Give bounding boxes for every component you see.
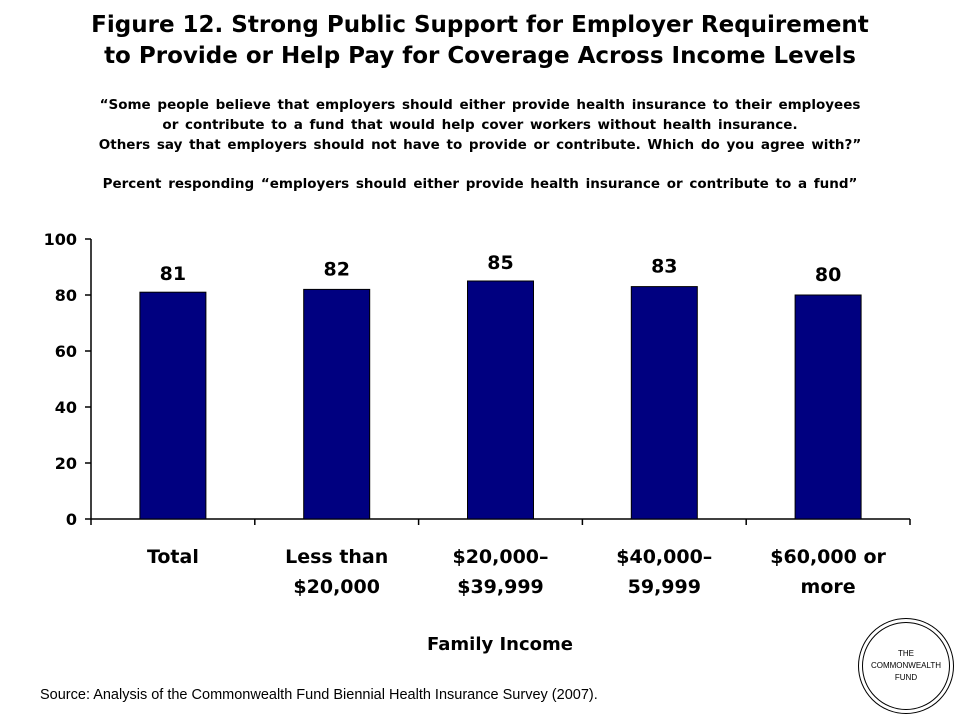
x-axis-title: Family Income xyxy=(427,634,573,655)
survey-question-line-1: “Some people believe that employers shou… xyxy=(99,97,861,113)
data-label: 80 xyxy=(815,264,841,286)
figure-title: Figure 12. Strong Public Support for Emp… xyxy=(0,10,960,72)
bar xyxy=(794,294,862,520)
survey-question: “Some people believe that employers shou… xyxy=(0,95,960,155)
survey-question-line-2: or contribute to a fund that would help … xyxy=(162,117,798,133)
category-label: Less than xyxy=(285,546,388,568)
figure-title-line-2: to Provide or Help Pay for Coverage Acro… xyxy=(104,43,856,69)
category-label: 59,999 xyxy=(628,576,701,598)
y-tick-label: 40 xyxy=(55,398,77,417)
logo-inner-ring: THE COMMONWEALTH FUND xyxy=(862,622,950,710)
y-tick-label: 20 xyxy=(55,454,77,473)
logo-text-line-2: COMMONWEALTH xyxy=(870,661,942,670)
data-label: 85 xyxy=(487,252,513,274)
category-label: $60,000 or xyxy=(770,546,886,568)
survey-question-line-3: Others say that employers should not hav… xyxy=(98,137,862,153)
category-label: $40,000– xyxy=(616,546,712,568)
category-label: $20,000– xyxy=(452,546,548,568)
y-tick-label: 80 xyxy=(55,286,77,305)
y-tick-label: 60 xyxy=(55,342,77,361)
category-label: more xyxy=(801,576,856,598)
source-note: Source: Analysis of the Commonwealth Fun… xyxy=(40,687,598,703)
y-tick-label: 0 xyxy=(66,510,77,529)
chart-subtitle: Percent responding “employers should eit… xyxy=(102,176,858,192)
data-label: 83 xyxy=(651,256,677,278)
logo-text-line-1: THE xyxy=(898,649,914,658)
data-label: 81 xyxy=(160,263,186,285)
figure-title-line-1: Figure 12. Strong Public Support for Emp… xyxy=(91,12,869,38)
category-label: $20,000 xyxy=(293,576,380,598)
y-tick-label: 100 xyxy=(44,230,77,249)
bar xyxy=(139,291,207,520)
commonwealth-fund-logo: THE COMMONWEALTH FUND xyxy=(858,618,954,714)
bar xyxy=(303,288,371,520)
bar xyxy=(467,280,534,520)
logo-text-line-3: FUND xyxy=(894,673,918,682)
category-label: $39,999 xyxy=(457,576,544,598)
bar xyxy=(630,286,698,520)
data-label: 82 xyxy=(323,258,349,280)
category-label: Total xyxy=(147,546,199,568)
